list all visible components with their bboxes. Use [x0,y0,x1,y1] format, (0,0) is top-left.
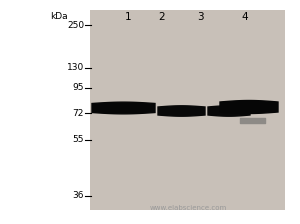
Polygon shape [92,102,155,114]
Text: kDa: kDa [50,12,68,21]
Polygon shape [220,101,278,114]
Text: 2: 2 [159,12,165,22]
Polygon shape [158,106,205,116]
Text: 95: 95 [73,84,84,93]
Text: 3: 3 [197,12,203,22]
Bar [90,10,285,210]
Text: 4: 4 [242,12,248,22]
Text: 250: 250 [67,21,84,30]
Text: 55: 55 [73,136,84,144]
Polygon shape [208,106,250,116]
Text: 1: 1 [125,12,131,22]
Text: 36: 36 [73,192,84,200]
Text: 72: 72 [73,108,84,118]
Text: www.elabscience.com: www.elabscience.com [149,205,226,211]
Text: 130: 130 [67,63,84,73]
